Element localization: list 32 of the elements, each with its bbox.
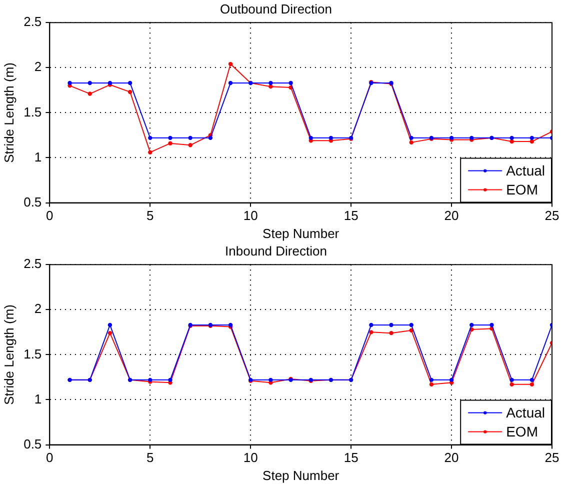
- y-axis-title: Stride Length (m): [1, 304, 16, 405]
- legend-label: Actual: [506, 162, 546, 179]
- y-tick-label: 2.5: [24, 256, 42, 272]
- y-tick-label: 2.5: [24, 14, 42, 30]
- y-tick-label: 2: [34, 301, 42, 316]
- x-tick-label: 0: [46, 208, 54, 224]
- chart-title: Inbound Direction: [225, 243, 327, 258]
- legend-label: EOM: [506, 182, 538, 198]
- x-tick-label: 5: [146, 208, 154, 224]
- x-axis-title: Step Number: [262, 468, 340, 483]
- y-axis-title: Stride Length (m): [1, 62, 16, 163]
- x-tick-label: 20: [444, 208, 459, 224]
- y-tick-label: 1: [34, 391, 42, 406]
- y-tick-label: 1.5: [24, 104, 42, 120]
- y-tick-label: 1: [34, 149, 42, 164]
- x-tick-label: 5: [146, 450, 154, 466]
- x-tick-label: 15: [344, 208, 358, 224]
- x-axis-title: Step Number: [262, 226, 340, 241]
- legend-label: Actual: [506, 404, 546, 421]
- y-tick-label: 0.5: [24, 194, 42, 210]
- chart-title: Outbound Direction: [220, 1, 332, 16]
- x-tick-label: 0: [46, 450, 54, 466]
- x-tick-label: 15: [344, 450, 358, 466]
- x-tick-label: 20: [444, 450, 459, 466]
- x-tick-label: 25: [544, 450, 560, 466]
- legend-label: EOM: [506, 424, 538, 440]
- x-tick-label: 10: [243, 208, 258, 224]
- y-tick-label: 1.5: [24, 346, 42, 362]
- y-tick-label: 2: [34, 59, 42, 74]
- x-tick-label: 10: [243, 450, 258, 466]
- y-tick-label: 0.5: [24, 436, 42, 452]
- x-tick-label: 25: [544, 208, 560, 224]
